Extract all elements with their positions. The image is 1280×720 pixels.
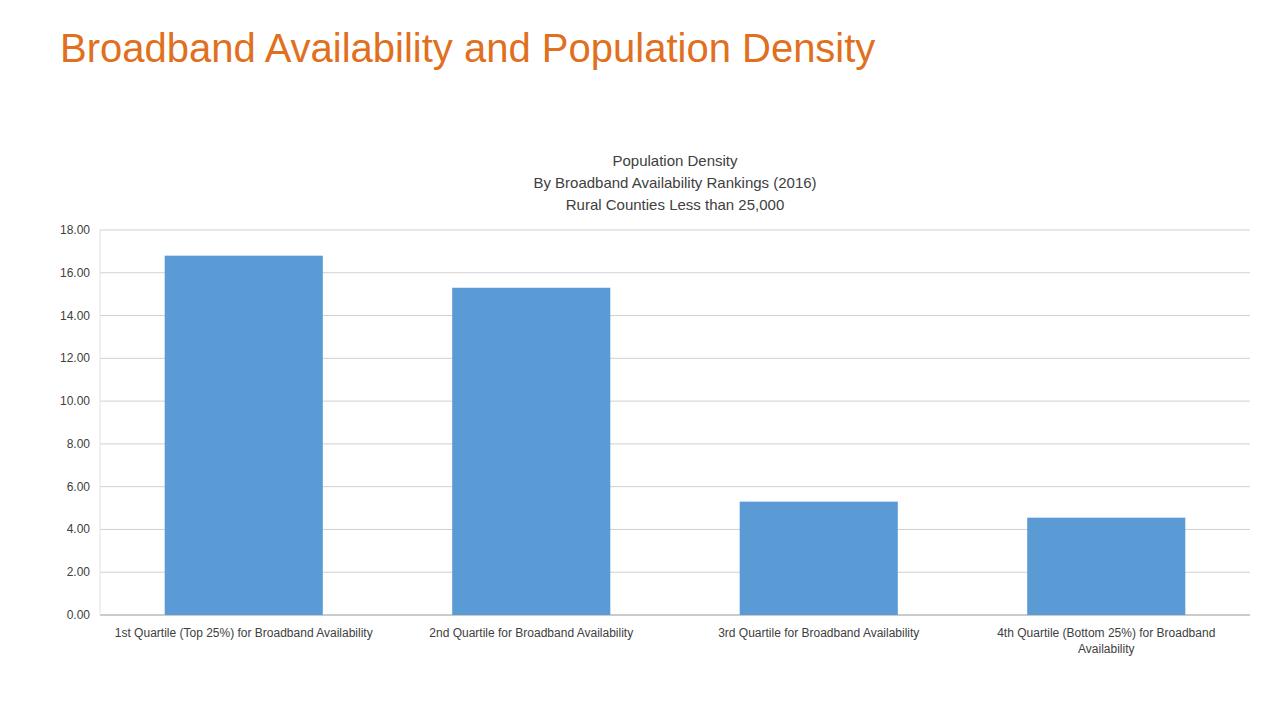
y-tick-label: 16.00	[60, 266, 90, 280]
y-tick-label: 8.00	[67, 437, 91, 451]
grid	[100, 230, 1250, 615]
y-tick-label: 14.00	[60, 309, 90, 323]
x-axis: 1st Quartile (Top 25%) for Broadband Ava…	[115, 626, 1216, 656]
title: Broadband Availability and Population De…	[60, 26, 875, 70]
grid-line	[100, 230, 1250, 231]
y-tick-label: 0.00	[67, 608, 91, 622]
chart: Broadband Availability and Population De…	[0, 0, 1280, 720]
y-tick-label: 18.00	[60, 223, 90, 237]
bar	[165, 256, 323, 615]
subtitle: Rural Counties Less than 25,000	[566, 196, 784, 213]
y-axis: 0.00 2.00 4.00 6.00 8.00 10.00 12.00 14.00 16.00…	[60, 223, 90, 622]
chart-container: Broadband Availability and Population De…	[0, 0, 1280, 720]
y-tick-label: 12.00	[60, 351, 90, 365]
y-tick-label: 2.00	[67, 565, 91, 579]
y-axis-line	[100, 230, 101, 615]
x-tick-label: 3rd Quartile for Broadband Availability	[718, 626, 919, 640]
x-tick-label: 2nd Quartile for Broadband Availability	[429, 626, 633, 640]
subtitle: Population Density	[612, 152, 738, 169]
bar	[740, 502, 898, 615]
page: {"chart_data": {"type": "bar", "title": …	[0, 0, 1280, 720]
y-tick-label: 10.00	[60, 394, 90, 408]
bars	[165, 256, 1186, 615]
y-tick-label: 6.00	[67, 480, 91, 494]
x-tick-label: 4th Quartile (Bottom 25%) for BroadbandA…	[997, 626, 1215, 656]
bar	[1027, 518, 1185, 615]
bar	[452, 288, 610, 615]
subtitle: By Broadband Availability Rankings (2016…	[533, 174, 816, 191]
y-tick-label: 4.00	[67, 522, 91, 536]
x-tick-label: 1st Quartile (Top 25%) for Broadband Ava…	[115, 626, 373, 640]
